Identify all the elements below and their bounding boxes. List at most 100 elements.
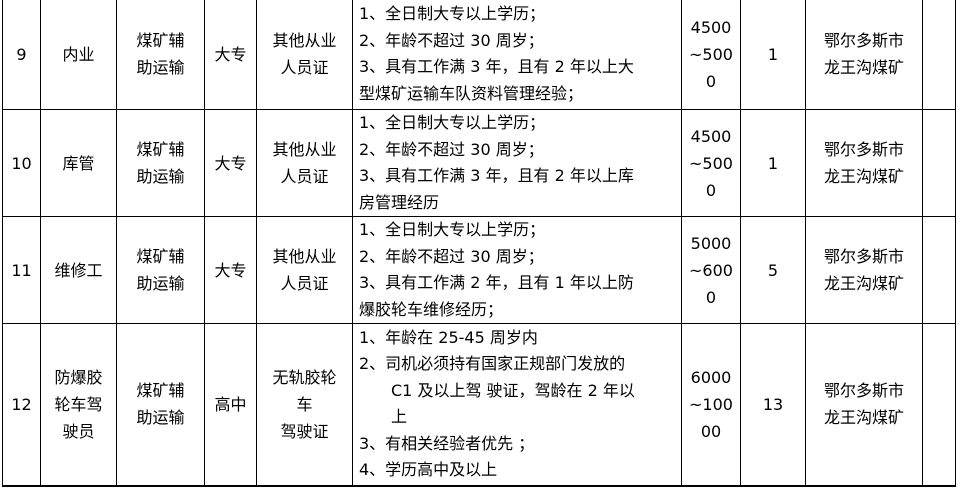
requirements-cell-line: 2、司机必须持有国家正规部门发放的 [359, 354, 626, 374]
certificate-cell-line: 驾驶证 [280, 421, 329, 441]
note-cell [922, 109, 956, 217]
requirements-cell-line: 3、有相关经验者优先 ； [359, 433, 535, 453]
category-cell-line: 助运输 [136, 274, 185, 293]
table-row: 11 维修工 煤矿辅助运输 大专 其他从业人员证 1、全日制大专以上学历； 2、年龄不超过 … [2, 216, 956, 324]
category-cell-line: 煤矿辅 [136, 31, 185, 50]
salary-cell-line: 00 [700, 421, 722, 441]
headcount-cell: 1 [740, 0, 806, 110]
education-cell: 大专 [204, 0, 257, 110]
requirements-cell-line: 1、全日制大专以上学历； [359, 220, 546, 239]
category-cell-line: 助运输 [136, 167, 185, 186]
salary-cell: 4500 ~500 0 [681, 0, 741, 110]
headcount-cell: 5 [740, 216, 806, 324]
category-cell: 煤矿辅 助运输 [116, 323, 205, 486]
salary-cell-line: ~500 [689, 44, 733, 64]
note-cell [922, 323, 956, 486]
certificate-cell-line: 其他从业 [272, 247, 337, 266]
requirements-cell-line: 3、具有工作满 3 年，且有 2 年以上库 [359, 166, 634, 185]
certificate-cell: 其他从业 人员证 [256, 109, 353, 217]
salary-cell-line: 0 [705, 71, 717, 91]
requirements-cell-line: 1、年龄在 25-45 周岁内 [359, 327, 538, 347]
position-cell-line: 驶员 [62, 421, 95, 441]
requirements-cell-line: 型煤矿运输车队资料管理经验； [359, 83, 584, 103]
requirements-cell-line: 1、全日制大专以上学历； [359, 4, 546, 23]
salary-cell: 5000 ~600 0 [681, 216, 741, 324]
certificate-cell-line: 其他从业 [272, 31, 337, 50]
location-cell: 鄂尔多斯市龙王沟煤矿 [805, 216, 923, 324]
position-cell-line: 轮车驾 [54, 394, 103, 414]
certificate-cell-line: 无轨胶轮 [272, 367, 337, 387]
education-cell: 大专 [204, 216, 257, 324]
requirements-cell: 1、年龄在 25-45 周岁内 2、司机必须持有国家正规部门发放的 C1 及以上驾 … [352, 323, 682, 486]
salary-cell-line: 5000 [690, 233, 732, 253]
requirements-cell: 1、全日制大专以上学历； 2、年龄不超过 30 周岁； 3、具有工作满 3 年，且有… [352, 0, 682, 110]
location-cell-line: 龙王沟煤矿 [823, 167, 904, 186]
salary-cell-line: ~500 [689, 153, 733, 173]
location-cell-line: 龙王沟煤矿 [823, 274, 904, 293]
position-cell: 防爆胶 轮车驾 驶员 [40, 323, 117, 486]
requirements-cell-line: 2、年龄不超过 30 周岁； [359, 30, 544, 50]
category-cell: 煤矿辅 助运输 [116, 0, 205, 110]
headcount-cell: 13 [740, 323, 806, 486]
salary-cell: 6000 ~100 00 [681, 323, 741, 486]
category-cell-line: 煤矿辅 [136, 381, 185, 401]
salary-cell-line: 0 [705, 180, 717, 200]
requirements-cell-line: C1 及以上驾 驶证，驾龄在 2 年以 [391, 380, 635, 400]
location-cell-line: 鄂尔多斯市 [823, 140, 904, 159]
requirements-cell-line: 上 [391, 407, 408, 427]
salary-cell-line: ~600 [689, 260, 733, 280]
salary-cell-line: 4500 [690, 17, 732, 37]
category-cell-line: 煤矿辅 [136, 247, 185, 266]
table-row: 10 库管 煤矿辅 助运输 大专 其他从业 人员证 1、全日制大专以上学历； 2、年龄不超过 3… [2, 109, 956, 217]
education-cell: 高中 [204, 323, 257, 486]
certificate-cell-line: 人员证 [280, 58, 329, 77]
salary-cell-line: 0 [705, 287, 717, 307]
row-number: 11 [2, 216, 41, 324]
note-cell [922, 216, 956, 324]
certificate-cell: 其他从业 人员证 [256, 0, 353, 110]
requirements-cell-line: 1、全日制大专以上学历； [359, 113, 546, 132]
table-row: 9 内业 煤矿辅 助运输 大专 其他从业人员证 1、全日制大专以上学历； 2、年龄不超过 30… [2, 0, 956, 110]
salary-cell-line: 4500 [690, 126, 732, 146]
requirements-cell-line: 3、具有工作满 2 年，且有 1 年以上防 [359, 273, 634, 292]
category-cell: 煤矿辅 助运输 [116, 216, 205, 324]
location-cell-line: 龙王沟煤矿 [823, 58, 904, 77]
location-cell-line: 鄂尔多斯市 [823, 381, 904, 401]
headcount-cell: 1 [740, 109, 806, 217]
category-cell-line: 助运输 [136, 408, 185, 428]
certificate-cell: 其他从业 人员证 [256, 216, 353, 324]
location-cell-line: 龙王沟煤矿 [823, 408, 904, 428]
row-number: 12 [2, 323, 41, 486]
certificate-cell-line: 人员证 [280, 167, 329, 186]
position-cell-line: 防爆胶 [54, 367, 103, 387]
note-cell [922, 0, 956, 110]
location-cell: 鄂尔多斯市龙王沟煤矿 [805, 323, 923, 486]
certificate-cell-line: 其他从业 [272, 140, 337, 159]
requirements-cell-line: 2、年龄不超过 30 周岁； [359, 139, 544, 159]
requirements-cell: 1、全日制大专以上学历； 2、年龄不超过 30 周岁； 3、具有工作满 3 年，且有… [352, 109, 682, 217]
requirements-cell-line: 2、年龄不超过 30 周岁； [359, 246, 544, 266]
position-cell: 库管 [40, 109, 117, 217]
location-cell-line: 鄂尔多斯市 [823, 247, 904, 266]
location-cell: 鄂尔多斯市 龙王沟煤矿 [805, 0, 923, 110]
row-number: 9 [2, 0, 41, 110]
salary-cell-line: 6000 [690, 367, 732, 387]
category-cell: 煤矿辅 助运输 [116, 109, 205, 217]
requirements-cell: 1、全日制大专以上学历； 2、年龄不超过 30 周岁； 3、具有工作满 2 年，且有… [352, 216, 682, 324]
education-cell: 大专 [204, 109, 257, 217]
requirements-cell-line: 3、具有工作满 3 年，且有 2 年以上大 [359, 57, 634, 76]
requirements-cell-line: 房管理经历 [359, 192, 440, 212]
position-cell: 维修工 [40, 216, 117, 324]
certificate-cell-line: 人员证 [280, 274, 329, 293]
row-number: 10 [2, 109, 41, 217]
requirements-cell-line: 爆胶轮车维修经历； [359, 299, 504, 319]
certificate-cell: 无轨胶轮车驾驶证 [256, 323, 353, 486]
table-row: 12 防爆胶 轮车驾 驶员 煤矿辅 助运输 高中 无轨胶轮车驾驶证 1、年龄在 25-45 周岁… [2, 323, 956, 486]
requirements-cell-line: 4、学历高中及以上 [359, 460, 498, 480]
salary-cell-line: ~100 [689, 394, 733, 414]
salary-cell: 4500 ~500 0 [681, 109, 741, 217]
position-cell: 内业 [40, 0, 117, 110]
certificate-cell-line: 车 [296, 394, 313, 414]
location-cell: 鄂尔多斯市龙王沟煤矿 [805, 109, 923, 217]
